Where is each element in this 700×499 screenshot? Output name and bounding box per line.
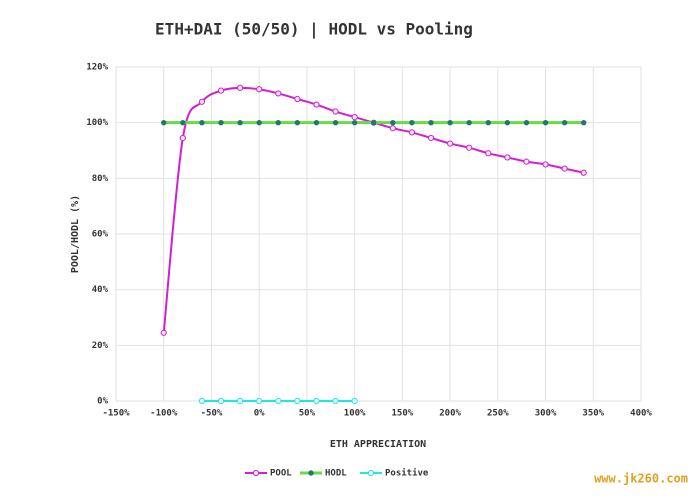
data-point [180,119,186,126]
data-point [332,397,339,405]
data-point [466,144,473,151]
y-tick-label: 60% [92,230,109,240]
data-point [332,108,339,115]
x-tick-label: 100% [344,409,366,419]
data-point [523,158,530,165]
x-tick-label: 150% [392,409,414,419]
data-point [561,165,568,172]
x-axis-label: ETH APPRECIATION [330,439,426,450]
x-tick-label: -100% [150,409,178,419]
legend-marker [252,469,260,477]
data-point [236,397,244,405]
data-point [198,98,206,105]
data-point [217,397,225,405]
data-point [446,140,454,147]
data-point [542,119,549,126]
data-point [199,119,205,126]
data-point [294,397,301,405]
data-point [237,119,243,126]
y-tick-label: 100% [86,118,108,128]
data-point [408,129,416,136]
data-point [218,119,224,126]
y-tick-label: 0% [97,397,108,407]
legend-marker [308,470,314,476]
data-point [390,119,396,126]
data-point [581,119,587,126]
data-point [466,119,472,126]
legend-marker [367,469,375,477]
x-tick-label: 350% [582,409,604,419]
data-point [409,119,415,126]
data-point [351,397,358,405]
data-point [561,119,568,126]
y-axis-label: POOL/HODL (%) [70,195,81,273]
legend-label: HODL [325,469,347,479]
legend-label: POOL [270,469,292,479]
data-point [256,86,263,93]
data-point [523,119,530,126]
y-tick-label: 20% [92,341,109,351]
data-point [160,329,167,336]
watermark: www.jk260.com [594,472,688,486]
y-tick-label: 80% [92,174,109,184]
data-point [275,119,281,126]
data-point [351,114,358,121]
data-point [275,90,282,97]
data-point [427,134,435,142]
data-point [580,169,587,176]
data-point [256,119,262,126]
data-point [179,134,186,142]
x-tick-label: -50% [201,409,223,419]
data-point [332,119,339,126]
x-tick-label: 400% [630,409,652,419]
x-tick-label: 50% [299,409,316,419]
data-point [504,154,511,161]
data-point [504,119,511,126]
x-tick-label: 250% [487,409,509,419]
data-point [217,87,225,94]
data-point [542,161,549,168]
chart-title: ETH+DAI (50/50) | HODL vs Pooling [155,20,473,40]
data-point [389,125,396,132]
data-point [313,119,320,126]
x-tick-label: 300% [535,409,557,419]
data-point [428,119,434,126]
data-point [447,119,453,126]
legend-label: Positive [385,468,429,479]
data-point [294,119,301,126]
data-point [313,101,320,108]
y-tick-label: 40% [92,285,109,295]
data-point [485,119,491,126]
data-point [371,119,377,126]
data-point [236,84,244,91]
x-tick-label: 0% [254,409,265,419]
data-point [198,397,206,405]
data-point [313,397,320,405]
x-tick-label: 200% [439,409,461,419]
data-point [294,95,301,103]
data-point [351,119,358,126]
x-tick-label: -150% [102,409,130,419]
data-point [256,397,263,405]
data-point [275,397,282,405]
y-tick-label: 120% [86,63,108,73]
data-point [161,119,167,126]
data-point [485,150,492,157]
